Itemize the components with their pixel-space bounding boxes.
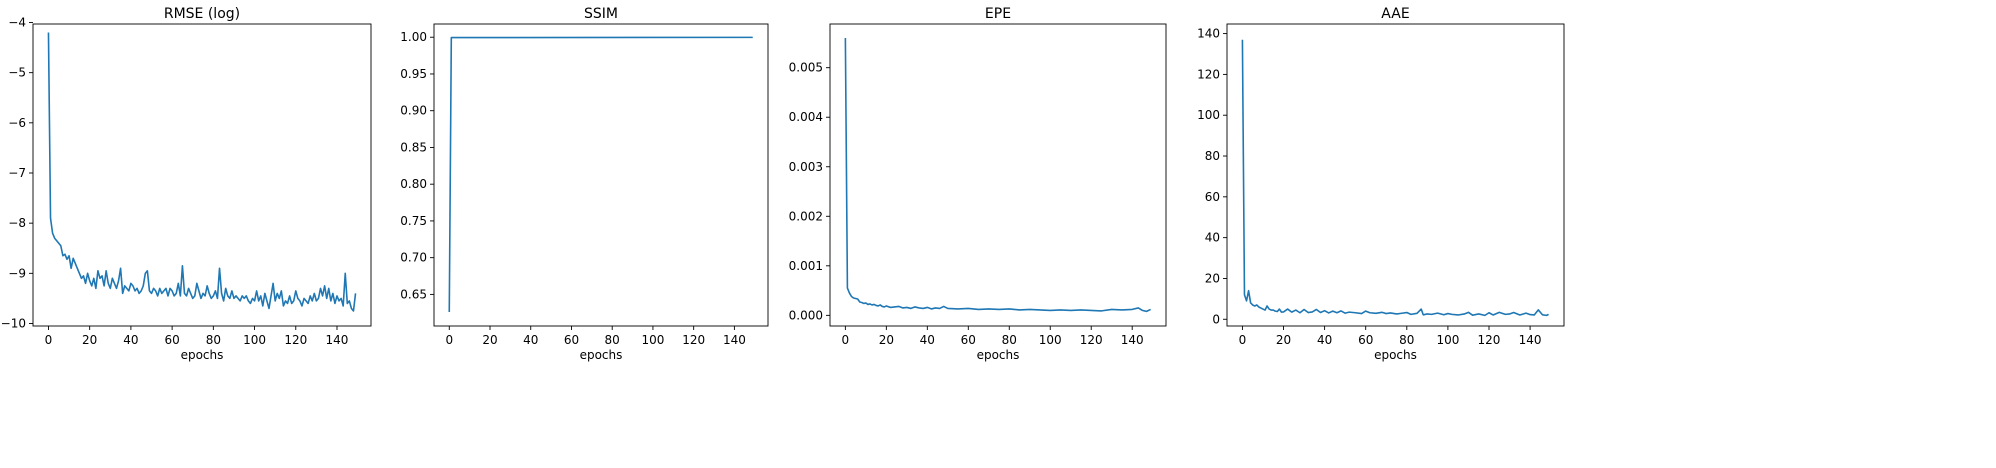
y-tick-label: 0.80 <box>400 177 427 191</box>
x-tick-label: 60 <box>961 333 976 347</box>
x-tick-label: 120 <box>1478 333 1501 347</box>
x-tick-label: 60 <box>164 333 179 347</box>
y-tick-label: 0.85 <box>400 140 427 154</box>
x-tick-label: 100 <box>1436 333 1459 347</box>
x-tick-label: 100 <box>1039 333 1062 347</box>
y-tick-label: −7 <box>8 166 26 180</box>
x-tick-label: 40 <box>123 333 138 347</box>
x-tick-label: 20 <box>482 333 497 347</box>
y-tick-label: 0.90 <box>400 104 427 118</box>
y-tick-label: 140 <box>1197 27 1220 41</box>
y-tick-label: 1.00 <box>400 30 427 44</box>
plot-frame <box>433 23 769 327</box>
series-line <box>47 32 357 312</box>
chart-title: RMSE (log) <box>164 6 240 22</box>
y-tick-label: 0.003 <box>789 160 823 174</box>
plot-frame <box>1226 23 1565 327</box>
y-tick-label: 0.004 <box>789 110 823 124</box>
x-tick-label: 120 <box>1080 333 1103 347</box>
chart-title: EPE <box>985 6 1011 22</box>
x-tick-label: 20 <box>82 333 97 347</box>
x-tick-label: 80 <box>605 333 620 347</box>
y-tick-label: 0.000 <box>789 308 823 322</box>
x-tick-label: 140 <box>723 333 746 347</box>
y-tick-label: 0 <box>1212 312 1220 326</box>
y-tick-label: 0.002 <box>789 209 823 223</box>
x-tick-label: 0 <box>842 333 850 347</box>
y-tick-label: 60 <box>1205 190 1220 204</box>
y-tick-label: 40 <box>1205 231 1220 245</box>
y-tick-label: 0.75 <box>400 214 427 228</box>
x-tick-label: 0 <box>445 333 453 347</box>
x-tick-label: 40 <box>1317 333 1332 347</box>
x-tick-label: 20 <box>1276 333 1291 347</box>
y-tick-label: −4 <box>8 15 26 29</box>
x-tick-label: 140 <box>1121 333 1144 347</box>
y-tick-label: 0.70 <box>400 251 427 265</box>
chart-panel-3: 0 20 40 60 80 100 120 140 0.000 0.001 0.002 0.003 0.… <box>789 6 1167 362</box>
y-tick-label: −8 <box>8 216 26 230</box>
x-tick-label: 0 <box>1239 333 1247 347</box>
x-tick-label: 0 <box>45 333 53 347</box>
y-tick-label: −6 <box>8 116 26 130</box>
series-line <box>448 36 753 313</box>
x-tick-label: 40 <box>523 333 538 347</box>
x-tick-label: 100 <box>641 333 664 347</box>
series-line <box>844 37 1151 313</box>
chart-panel-4: 0 20 40 60 80 100 120 140 0 20 40 60 80 100 120 140 AAE e… <box>1197 6 1565 362</box>
chart-title: SSIM <box>584 6 618 22</box>
x-tick-label: 140 <box>1519 333 1542 347</box>
x-axis-label: epochs <box>977 348 1020 362</box>
x-tick-label: 80 <box>1399 333 1414 347</box>
y-tick-label: 80 <box>1205 149 1220 163</box>
chart-panel-2: 0 20 40 60 80 100 120 140 0.65 0.70 0.75 0.80 0.85 0.… <box>400 6 769 362</box>
x-axis-label: epochs <box>580 348 623 362</box>
y-tick-label: 0.65 <box>400 287 427 301</box>
y-tick-label: −9 <box>8 266 26 280</box>
x-tick-label: 120 <box>682 333 705 347</box>
x-tick-label: 20 <box>879 333 894 347</box>
y-tick-label: 0.005 <box>789 61 823 75</box>
x-tick-label: 120 <box>284 333 307 347</box>
x-axis-label: epochs <box>1374 348 1417 362</box>
x-axis-label: epochs <box>181 348 224 362</box>
chart-title: AAE <box>1381 6 1409 22</box>
y-tick-label: 20 <box>1205 271 1220 285</box>
x-tick-label: 80 <box>206 333 221 347</box>
x-tick-label: 60 <box>1358 333 1373 347</box>
x-tick-label: 40 <box>920 333 935 347</box>
x-tick-label: 140 <box>326 333 349 347</box>
plot-frame <box>829 23 1167 327</box>
chart-panel-1: 0 20 40 60 80 100 120 140 −10 −9 −8 −7 −6 −5 −4 RMSE (l… <box>1 6 372 362</box>
y-tick-label: 120 <box>1197 67 1220 81</box>
series-line <box>1241 39 1549 317</box>
y-tick-label: −10 <box>1 316 26 330</box>
y-tick-label: 0.95 <box>400 67 427 81</box>
y-tick-label: −5 <box>8 66 26 80</box>
plot-frame <box>32 23 372 327</box>
y-tick-label: 100 <box>1197 108 1220 122</box>
x-tick-label: 60 <box>564 333 579 347</box>
y-tick-label: 0.001 <box>789 259 823 273</box>
x-tick-label: 80 <box>1002 333 1017 347</box>
x-tick-label: 100 <box>243 333 266 347</box>
